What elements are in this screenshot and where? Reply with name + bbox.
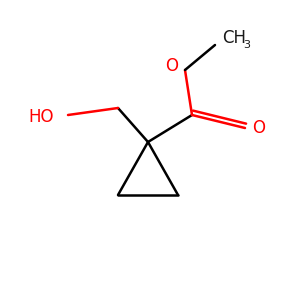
Text: CH: CH bbox=[222, 29, 246, 47]
Text: O: O bbox=[252, 119, 265, 137]
Text: O: O bbox=[166, 57, 178, 75]
Text: 3: 3 bbox=[243, 40, 250, 50]
Text: HO: HO bbox=[28, 108, 53, 126]
